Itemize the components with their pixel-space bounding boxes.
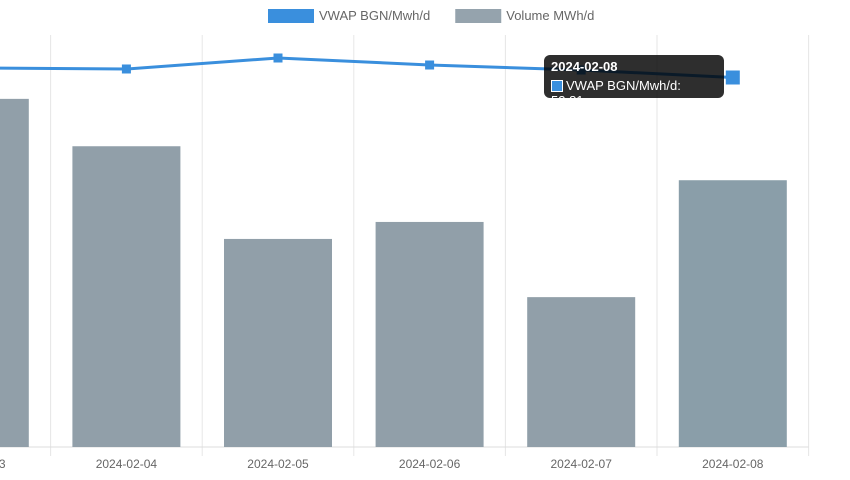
tooltip-value: 53.81 [551, 93, 584, 108]
x-tick-label: 2024-02-08 [702, 457, 764, 471]
tooltip-series: VWAP BGN/Mwh/d [566, 78, 678, 93]
bar [375, 221, 484, 447]
x-tick-label: 2024-02-05 [247, 457, 309, 471]
legend-label: Volume MWh/d [506, 8, 594, 23]
tooltip-title: 2024-02-08 [551, 59, 618, 74]
bar [678, 180, 787, 448]
bar [72, 146, 181, 448]
marker [121, 64, 131, 74]
legend-swatch [455, 9, 502, 23]
x-tick-label: 2024-02-07 [551, 457, 613, 471]
legend-label: VWAP BGN/Mwh/d [319, 8, 430, 23]
marker [425, 60, 435, 70]
bar [527, 297, 636, 447]
x-tick-label: 2024-02-04 [96, 457, 158, 471]
x-tick-label: 2024-02-06 [399, 457, 461, 471]
tooltip-swatch [551, 80, 563, 92]
marker [273, 53, 283, 63]
marker [725, 70, 740, 85]
x-tick-label: 2024-02-03 [0, 457, 6, 471]
legend-swatch [268, 9, 314, 23]
bar [0, 98, 29, 448]
tooltip: 2024-02-08 VWAP BGN/Mwh/d: 53.81 [544, 55, 724, 108]
bar [224, 238, 332, 447]
